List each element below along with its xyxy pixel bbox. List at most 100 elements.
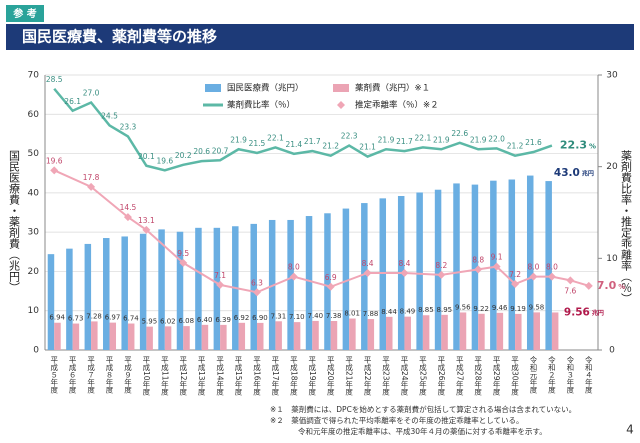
divergence-marker — [437, 270, 446, 279]
value-label: 14.5 — [120, 203, 137, 212]
y-tick-label: 50 — [28, 149, 40, 159]
value-label: 5.95 — [142, 318, 158, 326]
bar — [508, 179, 516, 350]
bar — [127, 323, 135, 350]
divergence-marker — [566, 276, 575, 285]
x-tick-label: 平成22年度 — [363, 356, 372, 397]
value-label: 9.46 — [492, 304, 508, 312]
value-label: 8.0 — [288, 263, 300, 272]
bar — [551, 312, 559, 350]
value-label: 6.39 — [215, 316, 231, 324]
value-label: 9.58 — [529, 303, 545, 311]
value-label: 9.19 — [510, 305, 526, 313]
value-label: 21.7 — [304, 137, 321, 146]
value-label: 22.3 — [560, 139, 587, 152]
bar — [441, 314, 448, 350]
value-label: 8.2 — [435, 261, 447, 270]
value-label: 8.85 — [418, 306, 434, 314]
value-label: 22.3 — [341, 132, 358, 141]
x-tick-label: 平成14年度 — [215, 356, 224, 397]
chart: 0 10 20 30 40 50 60 70 0 10 20 30 国民医療費・薬剤費（兆円） 薬剤費比率… — [8, 71, 633, 397]
value-label: 22.1 — [267, 133, 284, 142]
bar — [386, 316, 393, 350]
bar — [496, 312, 504, 350]
badge: 参 考 — [13, 7, 36, 20]
value-label: 7.88 — [363, 310, 379, 318]
value-label: 8.95 — [437, 306, 453, 314]
divergence-marker — [50, 166, 59, 175]
x-tick-label: 令和２年度 — [547, 355, 556, 395]
divergence-marker — [216, 280, 225, 289]
bar — [545, 181, 552, 350]
value-label: 6.9 — [325, 273, 337, 282]
value-label: 9.1 — [491, 253, 503, 262]
divergence-marker — [584, 281, 593, 290]
value-label: 6.97 — [105, 314, 121, 322]
divergence-marker — [474, 265, 483, 274]
x-tick-label: 平成27年度 — [455, 356, 464, 397]
bar — [72, 323, 80, 350]
value-label: 17.8 — [83, 173, 100, 182]
value-label: 8.8 — [472, 255, 484, 264]
value-label: 7.6 — [564, 286, 576, 295]
bar — [515, 313, 522, 350]
x-tick-label: 令和４年度 — [584, 355, 593, 395]
divergence-marker — [547, 272, 556, 281]
legend-label: 推定乖離率（％）※２ — [355, 100, 439, 111]
divergence-marker — [529, 272, 538, 281]
bar — [526, 175, 534, 350]
legend-swatch — [333, 84, 349, 92]
x-tick-label: 平成21年度 — [344, 356, 353, 397]
value-label: 9.56 — [455, 303, 471, 311]
value-label: 21.9 — [230, 135, 247, 144]
value-label: 9.5 — [177, 249, 189, 258]
divergence-marker — [87, 182, 96, 191]
value-label: 21.5 — [249, 139, 266, 148]
value-label: 6.02 — [160, 317, 176, 325]
value-label: 20.2 — [175, 151, 192, 160]
value-label: 8.0 — [546, 263, 558, 272]
ratio-line — [53, 87, 553, 172]
value-label: 21.6 — [525, 138, 542, 147]
bar — [84, 243, 92, 350]
y-tick-label: 60 — [28, 110, 40, 120]
value-label: 6.3 — [251, 278, 263, 287]
bar — [379, 198, 387, 350]
value-label: 6.74 — [123, 315, 139, 323]
value-label: 8.01 — [344, 310, 360, 318]
value-label: 6.92 — [234, 314, 250, 322]
y2-tick-label: 0 — [609, 346, 615, 356]
y-tick-label: 30 — [28, 228, 40, 238]
unit-label: 兆円 — [582, 170, 594, 178]
value-label: 8.4 — [362, 259, 374, 268]
bar — [103, 238, 110, 350]
bar — [121, 236, 128, 350]
divergence-marker — [179, 258, 188, 267]
footnote: ※１ 薬剤費には、DPCを始めとする薬剤費が包括して算定される場合は含まれていな… — [270, 404, 576, 414]
value-label: 6.94 — [49, 314, 65, 322]
legend-label: 国民医療費（兆円） — [227, 83, 304, 94]
bar — [367, 319, 375, 350]
divergence-marker — [326, 282, 335, 291]
bar — [533, 312, 540, 350]
divergence-marker — [363, 269, 372, 277]
value-label: 22.1 — [415, 133, 432, 142]
value-label: 6.90 — [252, 314, 268, 322]
legend-label: 薬剤費（兆円）※１ — [355, 83, 430, 94]
header-title: 国民医療費、薬剤費等の推移 — [22, 28, 217, 46]
bar — [91, 321, 98, 350]
bar — [183, 326, 190, 350]
value-label: 27.0 — [83, 89, 100, 98]
header-bar — [6, 24, 634, 50]
footnote: 令和元年度の推定乖離率は、平成30年４月の薬価に対する乖離率を示す。 — [298, 426, 547, 436]
value-label: 19.6 — [156, 156, 173, 165]
bar — [416, 192, 423, 350]
badge-bg — [6, 5, 44, 22]
divergence-marker — [142, 225, 151, 234]
divergence-marker — [492, 262, 501, 271]
bar — [195, 227, 202, 350]
bar — [330, 321, 338, 350]
divergence-marker — [123, 213, 132, 222]
